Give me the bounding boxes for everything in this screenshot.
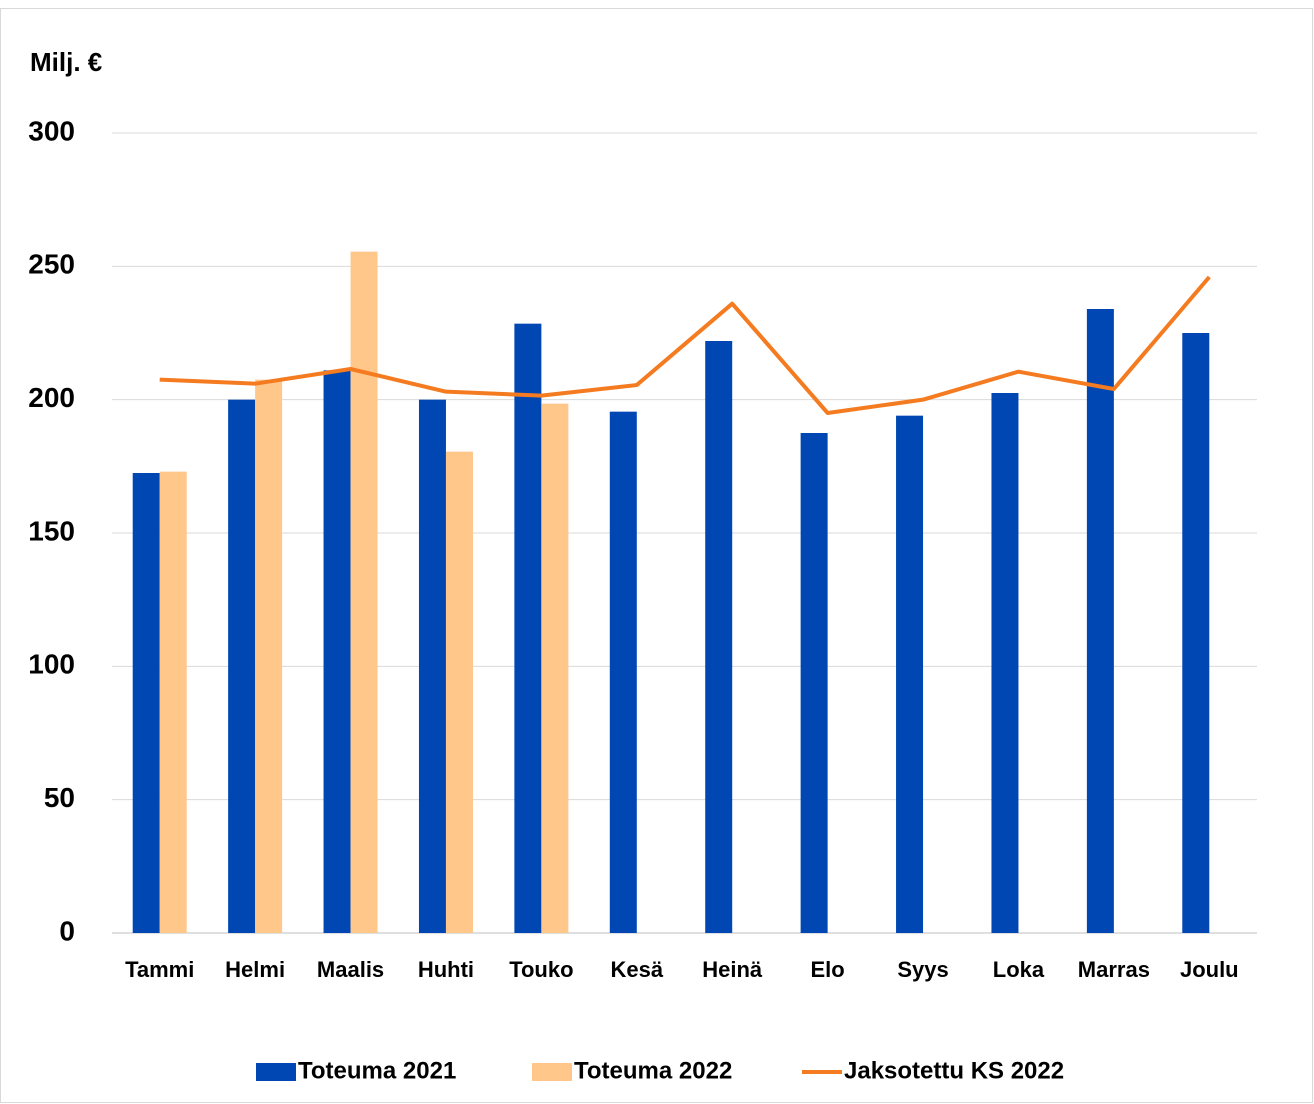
- x-tick-label: Kesä: [610, 957, 663, 982]
- legend-swatch: [256, 1063, 296, 1081]
- x-tick-label: Elo: [811, 957, 845, 982]
- bar: [1182, 333, 1210, 933]
- bar: [609, 411, 637, 934]
- x-tick-label: Syys: [897, 957, 948, 982]
- y-tick-label: 150: [28, 515, 75, 546]
- x-tick-label: Helmi: [225, 957, 285, 982]
- bar: [159, 471, 187, 933]
- bar: [514, 323, 542, 934]
- x-tick-label: Joulu: [1180, 957, 1239, 982]
- x-tick-label: Marras: [1078, 957, 1150, 982]
- x-tick-label: Tammi: [125, 957, 194, 982]
- x-tick-label: Heinä: [702, 957, 763, 982]
- bar: [255, 379, 283, 934]
- y-tick-label: 0: [59, 915, 75, 946]
- y-tick-label: 100: [28, 649, 75, 680]
- bar: [991, 393, 1019, 933]
- legend-label: Toteuma 2021: [298, 1057, 456, 1084]
- bar: [228, 399, 256, 934]
- y-tick-label: 50: [44, 782, 75, 813]
- legend-swatch: [532, 1063, 572, 1081]
- bar: [350, 251, 378, 933]
- y-tick-label: 250: [28, 249, 75, 280]
- bar: [323, 370, 351, 933]
- bar: [896, 415, 924, 934]
- y-tick-label: 200: [28, 382, 75, 413]
- bar: [132, 473, 160, 933]
- legend-label: Jaksotettu KS 2022: [844, 1057, 1064, 1084]
- chart-border: [0, 8, 1313, 1103]
- x-tick-label: Maalis: [317, 957, 384, 982]
- y-axis-label: Milj. €: [30, 47, 102, 77]
- bar: [445, 451, 473, 933]
- x-tick-label: Loka: [993, 957, 1045, 982]
- x-tick-label: Huhti: [418, 957, 474, 982]
- bar: [705, 341, 733, 933]
- line: [159, 275, 1211, 415]
- bar: [1086, 309, 1114, 933]
- y-tick-label: 300: [28, 115, 75, 146]
- x-tick-label: Touko: [509, 957, 573, 982]
- bar: [800, 433, 828, 933]
- legend-label: Toteuma 2022: [574, 1057, 732, 1084]
- bar: [541, 403, 569, 934]
- bar: [418, 399, 446, 934]
